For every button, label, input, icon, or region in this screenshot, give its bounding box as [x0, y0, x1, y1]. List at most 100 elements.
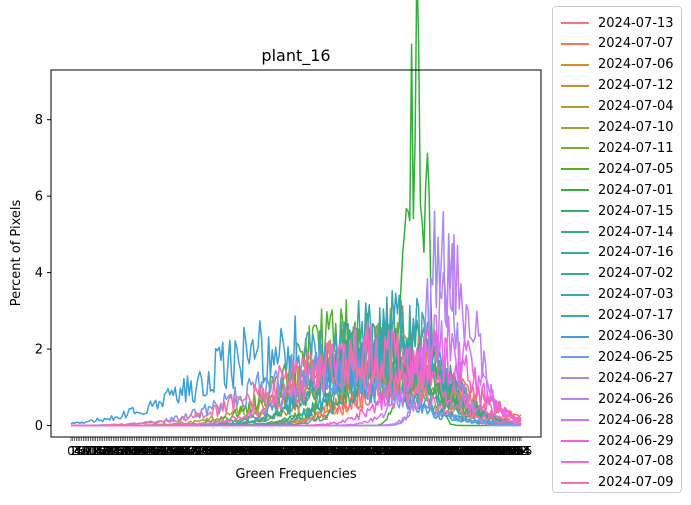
x-tick-label: 204	[420, 444, 443, 458]
x-tick-label: 60	[169, 444, 184, 458]
x-tick-label: 176	[370, 444, 393, 458]
x-tick-label: 231	[467, 444, 490, 458]
x-tick-label: 125	[280, 444, 303, 458]
x-tick-label: 146	[317, 444, 340, 458]
legend-label: 2024-07-10	[598, 120, 674, 135]
x-tick-label: 245	[492, 444, 515, 458]
x-tick-label: 238	[480, 444, 503, 458]
x-tick-label: 45	[143, 444, 158, 458]
x-tick-label: 162	[345, 444, 368, 458]
x-tick-label: 68	[183, 444, 198, 458]
x-tick-label: 212	[434, 444, 457, 458]
x-axis: 0123456789101112131415161718192021222324…	[67, 437, 532, 458]
x-tick-label: 10	[81, 444, 96, 458]
x-tick-label: 194	[402, 444, 425, 458]
legend-label: 2024-07-14	[598, 224, 674, 240]
x-tick-label: 44	[141, 444, 156, 458]
legend-swatch	[561, 272, 589, 275]
x-tick-label: 235	[474, 444, 497, 458]
x-tick-label: 12	[85, 444, 100, 458]
chart-title: plant_16	[261, 46, 330, 66]
x-tick-label: 69	[185, 444, 200, 458]
x-tick-label: 211	[432, 444, 455, 458]
x-tick-label: 191	[397, 444, 420, 458]
legend-item: 2024-07-14	[561, 221, 674, 243]
x-tick-label: 127	[284, 444, 307, 458]
x-tick-label: 13	[86, 444, 101, 458]
legend-item: 2024-07-09	[561, 472, 674, 494]
x-tick-label: 88	[219, 444, 234, 458]
x-tick-label: 77	[199, 444, 214, 458]
legend-item: 2024-07-12	[561, 75, 674, 97]
x-tick-label: 129	[287, 444, 310, 458]
x-tick-label: 38	[130, 444, 145, 458]
legend-label: 2024-07-09	[598, 475, 674, 491]
x-tick-label: 37	[129, 444, 144, 458]
x-tick-label: 159	[340, 444, 363, 458]
x-tick-label: 21	[100, 444, 115, 458]
x-tick-label: 65	[178, 444, 193, 458]
x-tick-label: 115	[262, 444, 285, 458]
legend-label: 2024-06-26	[598, 391, 674, 407]
legend-item: 2024-06-30	[561, 326, 674, 348]
legend-item: 2024-07-05	[561, 158, 674, 180]
x-tick-label: 36	[127, 444, 142, 458]
legend-label: 2024-07-07	[598, 36, 674, 52]
legend-item: 2024-06-26	[561, 388, 674, 410]
x-tick-label: 100	[236, 444, 259, 458]
x-tick-label: 24	[106, 444, 121, 458]
x-tick-label: 205	[421, 444, 444, 458]
x-tick-label: 177	[372, 444, 395, 458]
x-tick-label: 164	[349, 444, 372, 458]
x-tick-label: 58	[166, 444, 181, 458]
legend-swatch	[561, 63, 589, 66]
x-tick-label: 63	[175, 444, 190, 458]
x-tick-label: 198	[409, 444, 432, 458]
x-tick-label: 84	[212, 444, 227, 458]
x-tick-label: 147	[319, 444, 342, 458]
x-tick-label: 229	[464, 444, 487, 458]
x-tick-label: 18	[95, 444, 110, 458]
x-tick-label: 141	[308, 444, 331, 458]
legend-item: 2024-06-27	[561, 367, 674, 389]
legend-item: 2024-07-16	[561, 242, 674, 264]
x-tick-label: 230	[465, 444, 488, 458]
x-tick-label: 130	[289, 444, 312, 458]
x-tick-label: 210	[430, 444, 453, 458]
x-tick-label: 188	[391, 444, 414, 458]
x-tick-label: 170	[360, 444, 383, 458]
x-tick-label: 75	[196, 444, 211, 458]
x-tick-label: 227	[460, 444, 483, 458]
x-tick-label: 242	[487, 444, 510, 458]
x-tick-label: 113	[259, 444, 282, 458]
legend-label: 2024-07-01	[598, 182, 674, 198]
x-tick-label: 7	[80, 444, 88, 458]
x-tick-label: 148	[321, 444, 344, 458]
x-tick-label: 214	[437, 444, 460, 458]
x-tick-label: 241	[485, 444, 508, 458]
x-tick-label: 118	[268, 444, 291, 458]
legend-swatch	[561, 293, 589, 296]
legend-item: 2024-07-13	[561, 12, 674, 34]
legend-label: 2024-07-08	[598, 454, 674, 470]
y-tick-label: 6	[35, 190, 43, 205]
legend-swatch	[561, 168, 589, 171]
x-tick-label: 112	[257, 444, 280, 458]
x-tick-label: 196	[405, 444, 428, 458]
x-tick-label: 251	[502, 444, 525, 458]
x-tick-label: 249	[499, 444, 522, 458]
x-tick-label: 93	[227, 444, 242, 458]
x-tick-label: 72	[190, 444, 205, 458]
x-tick-label: 94	[229, 444, 244, 458]
legend-swatch	[561, 22, 589, 24]
x-tick-label: 8	[81, 444, 89, 458]
x-tick-label: 180	[377, 444, 400, 458]
x-tick-label: 142	[310, 444, 333, 458]
x-tick-label: 59	[167, 444, 182, 458]
x-tick-label: 183	[382, 444, 405, 458]
x-tick-label: 128	[285, 444, 308, 458]
y-tick-label: 8	[35, 113, 43, 128]
x-tick-label: 47	[146, 444, 161, 458]
x-tick-label: 107	[248, 444, 271, 458]
x-tick-label: 1	[69, 444, 77, 458]
